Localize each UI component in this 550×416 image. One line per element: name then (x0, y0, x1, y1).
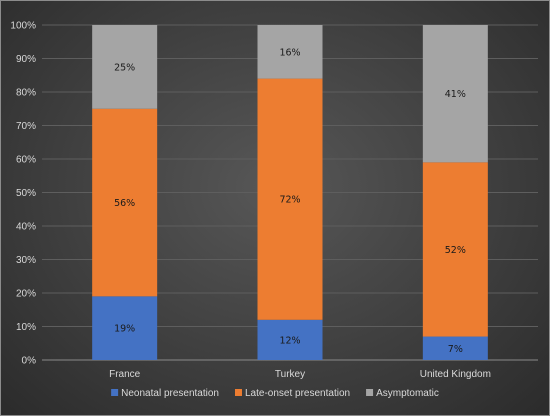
legend-label: Late-onset presentation (245, 388, 350, 399)
y-tick-label: 70% (16, 121, 36, 132)
y-tick-label: 30% (16, 255, 36, 266)
x-category-label: France (109, 369, 141, 380)
y-tick-label: 100% (10, 21, 36, 32)
y-tick-label: 90% (16, 54, 36, 65)
bar-segment (257, 78, 323, 320)
bars: 19% 56% 25% 12% 72% 16% 7% 52% 41% (92, 25, 488, 360)
legend-label: Asymptomatic (376, 388, 439, 399)
bar-segment (257, 319, 323, 360)
data-label: 12% (279, 335, 300, 346)
bar-segment (92, 25, 158, 109)
data-label: 52% (445, 245, 466, 256)
y-axis-ticks: 0% 10% 20% 30% 40% 50% 60% 70% 80% 90% 100% (10, 21, 36, 367)
bar-segment (422, 162, 488, 337)
data-label: 72% (279, 195, 300, 206)
legend-label: Neonatal presentation (121, 388, 219, 399)
legend-swatch (234, 389, 242, 396)
data-label: 41% (445, 89, 466, 100)
data-label: 7% (448, 344, 463, 355)
legend: Neonatal presentation Late-onset presenta… (111, 388, 439, 399)
bar-segment (92, 296, 158, 360)
legend-item: Neonatal presentation (111, 388, 219, 399)
data-label: 16% (279, 47, 300, 58)
y-tick-label: 0% (22, 356, 37, 367)
bar-segment (257, 25, 323, 79)
y-tick-label: 40% (16, 222, 36, 233)
legend-item: Asymptomatic (366, 388, 439, 399)
y-tick-label: 20% (16, 289, 36, 300)
y-tick-label: 60% (16, 155, 36, 166)
legend-swatch (366, 389, 374, 396)
legend-swatch (111, 389, 119, 396)
legend-item: Late-onset presentation (234, 388, 350, 399)
x-axis-categories: France Turkey United Kingdom (109, 369, 491, 380)
y-tick-label: 10% (16, 322, 36, 333)
bar-segment (422, 25, 488, 163)
bar-segment (422, 336, 488, 360)
data-label: 56% (114, 198, 135, 209)
data-label: 19% (114, 324, 135, 335)
y-tick-label: 50% (16, 188, 36, 199)
bar-segment (92, 108, 158, 297)
x-category-label: United Kingdom (420, 369, 491, 380)
data-label: 25% (114, 62, 135, 73)
y-tick-label: 80% (16, 88, 36, 99)
x-category-label: Turkey (275, 369, 305, 380)
